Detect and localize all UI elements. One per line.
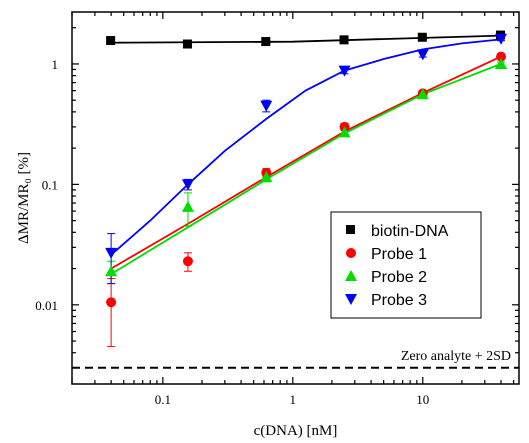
marker-probe-3 (495, 33, 508, 45)
x-tick-label: 1 (290, 392, 297, 407)
legend-label-probe-2: Probe 2 (371, 269, 427, 286)
marker-probe-3 (181, 179, 194, 191)
legend-label-probe-1: Probe 1 (371, 246, 427, 263)
x-axis-title: c(DNA) [nM] (254, 423, 338, 439)
marker-probe-2 (338, 126, 351, 138)
legend-marker-probe-3 (345, 294, 357, 305)
legend-label-biotin-dna: biotin-DNA (371, 223, 449, 240)
legend: biotin-DNA Probe 1 Probe 2 Probe 3 (330, 211, 482, 319)
fit-curve-probe-2 (110, 63, 502, 275)
fit-curves (110, 34, 502, 275)
marker-probe-2 (105, 265, 118, 277)
legend-marker-biotin-dna (346, 225, 355, 234)
marker-probe-2 (416, 88, 429, 100)
fit-curve-probe-3 (110, 38, 502, 256)
marker-probe-1 (106, 297, 117, 308)
marker-biotin-dna (339, 35, 349, 45)
marker-probe-2 (260, 171, 273, 183)
fit-curve-probe-1 (110, 55, 502, 270)
zero-analyte-label: Zero analyte + 2SD (401, 349, 511, 364)
y-tick-label: 0.01 (35, 298, 58, 313)
y-tick-label: 0.1 (42, 177, 58, 192)
marker-probe-1 (496, 51, 507, 62)
legend-marker-probe-1 (346, 248, 356, 258)
axis-ticks (71, 12, 519, 384)
x-tick-label: 0.1 (155, 392, 171, 407)
legend-label-probe-3: Probe 3 (371, 292, 427, 309)
reference-line-group: Zero analyte + 2SD (72, 349, 519, 369)
marker-probe-1 (182, 256, 193, 267)
data-markers (105, 30, 508, 308)
marker-probe-3 (338, 65, 351, 77)
marker-biotin-dna (106, 36, 116, 46)
marker-probe-3 (260, 100, 273, 112)
y-tick-label: 1 (52, 57, 59, 72)
plot-frame (71, 11, 520, 385)
marker-biotin-dna (417, 32, 427, 42)
y-axis-title: ΔMR/MR₀ [%] (16, 152, 32, 244)
marker-probe-3 (416, 49, 429, 61)
legend-marker-probe-2 (345, 270, 357, 281)
x-tick-label: 10 (416, 392, 429, 407)
marker-probe-2 (495, 57, 508, 69)
marker-probe-2 (181, 200, 194, 212)
marker-biotin-dna (261, 37, 271, 47)
marker-biotin-dna (182, 39, 192, 49)
marker-probe-3 (105, 247, 118, 259)
fit-curve-biotin-dna (111, 34, 502, 44)
legend-box (330, 211, 482, 319)
axis-tick-labels: 0.1 1 10 0.01 0.1 1 (35, 57, 429, 407)
